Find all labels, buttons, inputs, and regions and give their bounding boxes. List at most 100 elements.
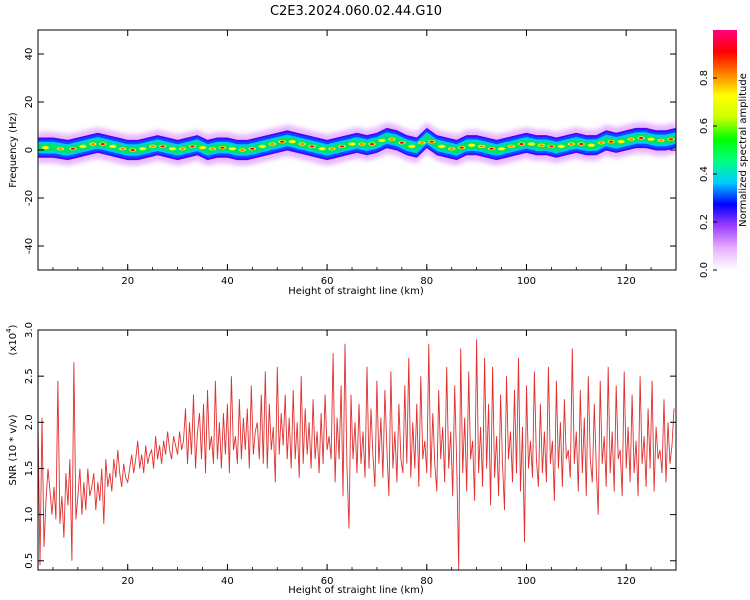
snr-y-tick-label: 1.0: [24, 507, 35, 523]
snr-panel: 20 40 60 80 100 120 0.5 1.0 1.5 2.0 2.5 3.0 Height…: [5, 322, 677, 596]
ridge-peak: [190, 145, 195, 148]
ridge-peak: [250, 147, 255, 150]
spectrogram-y-tick-label: 20: [24, 96, 35, 109]
spectrogram-x-tick-label: 120: [617, 276, 636, 287]
ridge-peak: [329, 147, 335, 150]
ridge-green-band: [38, 134, 676, 154]
colorbar-tick-label: 0.0: [699, 262, 710, 278]
snr-x-tick-label: 100: [517, 576, 536, 587]
ridge-peak: [309, 145, 315, 148]
snr-y-multiplier: (x104): [5, 324, 19, 355]
ridge-peak: [668, 138, 674, 141]
snr-y-axis-label: SNR (10 * v/v): [8, 414, 19, 485]
spectrogram-ridge: [38, 122, 676, 166]
ridge-peak: [80, 145, 86, 148]
snr-y-tick-label: 2.0: [24, 414, 35, 430]
ridge-peak: [170, 147, 175, 150]
ridge-peak: [549, 145, 554, 148]
ridge-peak: [240, 149, 245, 151]
snr-y-ticks: 0.5 1.0 1.5 2.0 2.5 3.0: [24, 322, 676, 569]
snr-y-tick-label: 1.5: [24, 461, 35, 477]
snr-frame: [37, 329, 677, 571]
ridge-peak: [180, 147, 185, 150]
ridge-peak: [70, 147, 76, 150]
snr-x-tick-label: 20: [121, 576, 134, 587]
ridge-peak: [100, 143, 105, 145]
colorbar-tick-label: 0.6: [699, 118, 710, 134]
snr-x-tick-label: 80: [420, 576, 433, 587]
ridge-peak: [509, 145, 514, 148]
colorbar-ticks: 0.0 0.2 0.4 0.6 0.8: [699, 70, 717, 278]
ridge-peak: [369, 143, 375, 145]
snr-y-tick-label: 3.0: [24, 322, 35, 338]
colorbar-label: Normalized spectral amplitude: [738, 73, 749, 227]
ridge-peak: [469, 144, 474, 147]
snr-x-tick-label: 120: [617, 576, 636, 587]
ridge-peak: [150, 145, 155, 148]
snr-x-axis-label: Height of straight line (km): [288, 585, 424, 596]
ridge-peak: [459, 146, 464, 149]
svg-text:(x104): (x104): [5, 324, 19, 355]
ridge-peak: [529, 143, 534, 145]
ridge-peak: [120, 147, 125, 150]
ridge-peak: [609, 140, 614, 143]
spectrogram-panel: 20 40 60 80 100 120 -40 -20 0 20 40 Height of str…: [8, 29, 677, 297]
ridge-peak: [110, 145, 115, 148]
ridge-peak: [290, 140, 295, 143]
ridge-peak: [419, 141, 424, 144]
colorbar: 0.0 0.2 0.4 0.6 0.8 Normalized spectral ampl…: [699, 30, 749, 278]
ridge-peak: [43, 146, 48, 149]
spectrogram-x-tick-label: 60: [321, 276, 334, 287]
ridge-peak: [599, 141, 604, 144]
spectrogram-x-tick-label: 100: [517, 276, 536, 287]
ridge-peak: [389, 138, 395, 141]
ridge-peak: [220, 146, 225, 149]
spectrogram-x-ticks: 20 40 60 80 100 120: [52, 30, 677, 287]
snr-x-ticks: 20 40 60 80 100 120: [52, 330, 677, 587]
ridge-peak: [319, 147, 325, 150]
ridge-peak: [140, 147, 145, 150]
ridge-peak: [230, 147, 235, 150]
spectrogram-y-tick-label: -40: [24, 238, 35, 254]
chart-title: C2E3.2024.060.02.44.G10: [270, 4, 442, 19]
ridge-peak: [648, 138, 654, 141]
ridge-peak: [499, 147, 504, 150]
ridge-peak: [349, 143, 355, 145]
spectrogram-x-tick-label: 80: [420, 276, 433, 287]
snr-series-line: [38, 339, 675, 570]
colorbar-tick-label: 0.8: [699, 70, 710, 86]
snr-x-tick-label: 60: [321, 576, 334, 587]
ridge-peak: [449, 147, 454, 150]
ridge-peak: [200, 146, 205, 149]
ridge-peak: [479, 145, 484, 148]
ridge-peak: [210, 147, 215, 150]
ridge-peak: [260, 145, 265, 148]
ridge-peak: [58, 147, 63, 150]
ridge-peak: [638, 137, 644, 139]
ridge-peak: [299, 143, 305, 145]
ridge-peak: [579, 143, 584, 145]
ridge-peak: [429, 140, 434, 143]
ridge-peak: [628, 138, 634, 141]
ridge-peak: [130, 149, 135, 151]
spectrogram-y-tick-label: 40: [24, 48, 35, 61]
ridge-peak: [489, 147, 494, 150]
ridge-peak: [379, 139, 385, 142]
snr-y-tick-label: 2.5: [24, 368, 35, 384]
colorbar-tick-label: 0.4: [699, 166, 710, 182]
ridge-peak: [339, 145, 345, 148]
ridge-peak: [559, 145, 564, 148]
snr-x-tick-label: 40: [221, 576, 234, 587]
spectrogram-y-tick-label: -20: [24, 190, 35, 206]
spectrogram-y-tick-label: 0: [24, 147, 35, 153]
snr-multiplier-exponent: 4: [5, 328, 13, 333]
snr-y-tick-label: 0.5: [24, 553, 35, 569]
spectrogram-x-tick-label: 20: [121, 276, 134, 287]
ridge-peak: [589, 144, 594, 147]
ridge-peak: [270, 143, 275, 145]
spectrogram-x-tick-label: 40: [221, 276, 234, 287]
spectrogram-y-ticks: -40 -20 0 20 40: [24, 48, 676, 254]
ridge-peak: [399, 141, 405, 144]
snr-plot-area: [38, 330, 676, 570]
